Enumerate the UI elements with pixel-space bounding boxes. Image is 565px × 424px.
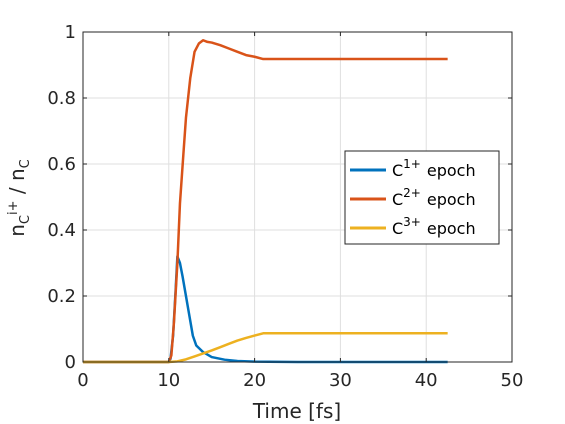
y-axis-label: nCi+ / nC <box>5 159 33 237</box>
plot-frame <box>82 31 513 363</box>
y-axis-label-sup1: i+ <box>6 200 21 215</box>
legend-label-c3: C3+ epoch <box>392 215 476 238</box>
legend-label-c3-text: epoch <box>427 219 476 238</box>
legend-label-c3-base: C <box>392 219 403 238</box>
series-line-2 <box>83 39 448 364</box>
x-tick-label: 30 <box>329 370 352 391</box>
y-tick-label: 0 <box>65 352 76 373</box>
tick-marks <box>82 31 513 363</box>
series-line-3 <box>83 332 448 364</box>
y-tick-label: 0.6 <box>47 154 76 175</box>
x-tick-label: 0 <box>77 370 88 391</box>
legend-label-c2-text: epoch <box>427 190 476 209</box>
legend-label-c1-sup: 1+ <box>403 157 421 171</box>
y-tick-label: 0.8 <box>47 88 76 109</box>
legend-label-c1: C1+ epoch <box>392 157 476 180</box>
y-axis-label-sub1: C <box>18 215 33 224</box>
x-tick-labels: 0 10 20 30 40 50 <box>77 370 523 391</box>
legend-label-c2-base: C <box>392 190 403 209</box>
legend-label-c3-sup: 3+ <box>403 215 421 229</box>
y-axis-label-sub2: C <box>18 159 33 168</box>
x-tick-label: 10 <box>157 370 180 391</box>
y-axis-label-n2: n <box>5 168 29 181</box>
legend-label-c1-text: epoch <box>427 161 476 180</box>
y-axis-label-slash: / <box>5 181 29 200</box>
y-tick-labels: 0 0.2 0.4 0.6 0.8 1 <box>47 22 76 373</box>
x-tick-label: 50 <box>501 370 524 391</box>
y-axis-label-n1: n <box>5 224 29 237</box>
legend-label-c2: C2+ epoch <box>392 186 476 209</box>
x-axis-label: Time [fs] <box>252 399 341 423</box>
y-tick-label: 1 <box>65 22 76 43</box>
x-tick-label: 20 <box>243 370 266 391</box>
legend-label-c2-sup: 2+ <box>403 186 421 200</box>
x-tick-label: 40 <box>415 370 438 391</box>
legend: C1+ epoch C2+ epoch C3+ epoch <box>344 150 500 245</box>
y-tick-label: 0.2 <box>47 286 76 307</box>
y-tick-label: 0.4 <box>47 220 76 241</box>
legend-label-c1-base: C <box>392 161 403 180</box>
